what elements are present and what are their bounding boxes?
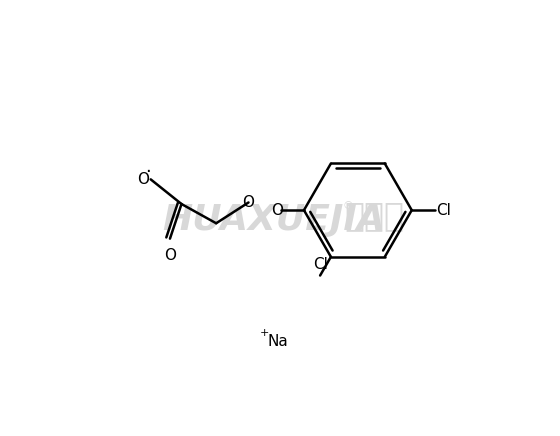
Text: Cl: Cl [312, 257, 328, 272]
Text: +: + [260, 327, 269, 337]
Text: Na: Na [268, 334, 288, 348]
Text: ·: · [146, 163, 151, 181]
Text: O: O [271, 203, 283, 218]
Text: HUAXUEJIA: HUAXUEJIA [162, 203, 385, 237]
Text: Cl: Cl [436, 203, 451, 218]
Text: ®: ® [342, 201, 353, 211]
Text: O: O [137, 172, 149, 187]
Text: O: O [242, 195, 254, 210]
Text: O: O [164, 248, 176, 263]
Text: 华学加: 华学加 [345, 199, 405, 232]
